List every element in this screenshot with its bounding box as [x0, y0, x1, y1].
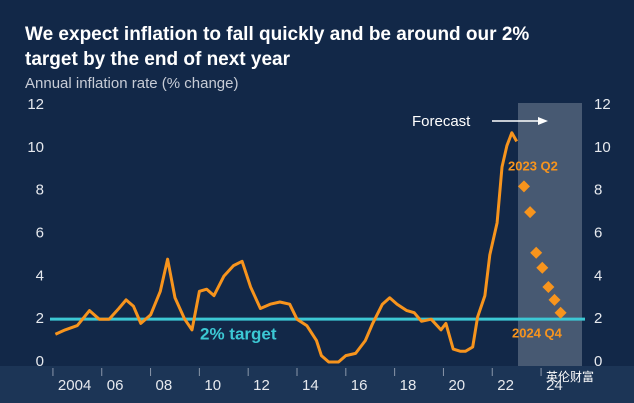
y-tick-label: 2: [36, 310, 44, 327]
chart-title: We expect inflation to fall quickly and …: [25, 24, 529, 45]
y2-tick-label: 12: [594, 96, 611, 113]
y2-tick-label: 4: [594, 267, 602, 284]
chart-title: target by the end of next year: [25, 49, 291, 70]
forecast-point: [536, 261, 549, 274]
x-axis-band: [0, 366, 634, 403]
x-tick-label: 06: [107, 377, 124, 394]
inflation-line: [54, 131, 519, 364]
y-tick-label: 6: [36, 224, 44, 241]
y-tick-label: 0: [36, 353, 44, 370]
x-tick-label: 20: [448, 377, 465, 394]
x-tick-label: 22: [497, 377, 514, 394]
y-tick-label: 4: [36, 267, 44, 284]
forecast-point: [542, 281, 555, 294]
forecast-point: [524, 206, 537, 219]
forecast-point: [530, 246, 543, 259]
target-label: 2% target: [200, 325, 277, 344]
y2-tick-label: 0: [594, 353, 602, 370]
x-tick-label: 16: [351, 377, 368, 394]
watermark: 英伦财富: [546, 369, 594, 384]
forecast-region: [518, 103, 582, 373]
annotation: 2024 Q4: [512, 325, 563, 340]
x-tick-label: 08: [156, 377, 173, 394]
chart-subtitle: Annual inflation rate (% change): [25, 75, 238, 92]
x-tick-label: 14: [302, 377, 319, 394]
y-tick-label: 8: [36, 182, 44, 199]
x-tick-label: 10: [204, 377, 221, 394]
x-tick-label: 24: [546, 377, 563, 394]
forecast-point: [554, 306, 567, 319]
forecast-point: [548, 293, 561, 306]
y-tick-label: 12: [27, 96, 44, 113]
x-tick-label: 2004: [58, 377, 91, 394]
annotation: Forecast: [412, 113, 471, 130]
annotation: 2023 Q2: [508, 158, 558, 173]
y2-tick-label: 8: [594, 182, 602, 199]
y2-tick-label: 2: [594, 310, 602, 327]
y2-tick-label: 10: [594, 139, 611, 156]
y-tick-label: 10: [27, 139, 44, 156]
forecast-point: [517, 180, 530, 193]
x-tick-label: 12: [253, 377, 270, 394]
forecast-arrow-head: [538, 117, 548, 125]
y2-tick-label: 6: [594, 224, 602, 241]
x-tick-label: 18: [400, 377, 417, 394]
